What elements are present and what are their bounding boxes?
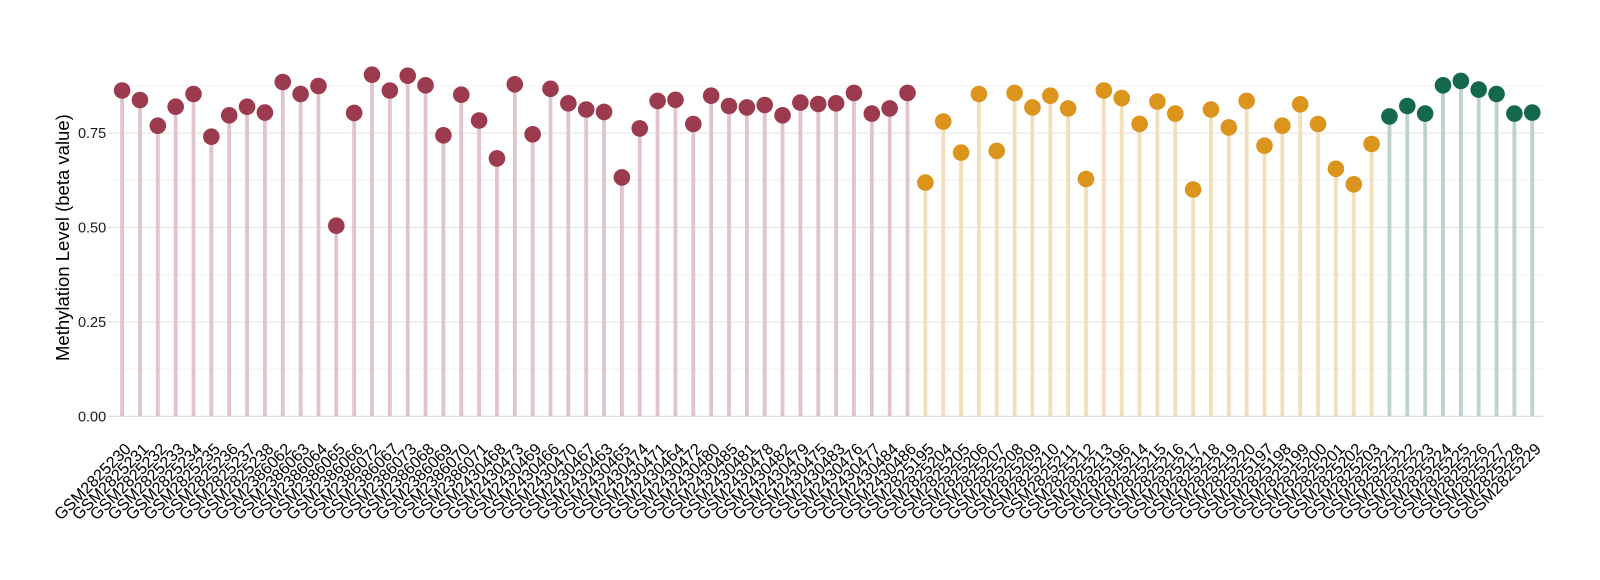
- svg-text:0.75: 0.75: [78, 126, 106, 142]
- svg-text:0.25: 0.25: [78, 315, 106, 331]
- svg-text:0.00: 0.00: [78, 409, 106, 425]
- svg-text:Methylation Level (beta value): Methylation Level (beta value): [52, 114, 73, 361]
- svg-text:0.50: 0.50: [78, 221, 106, 237]
